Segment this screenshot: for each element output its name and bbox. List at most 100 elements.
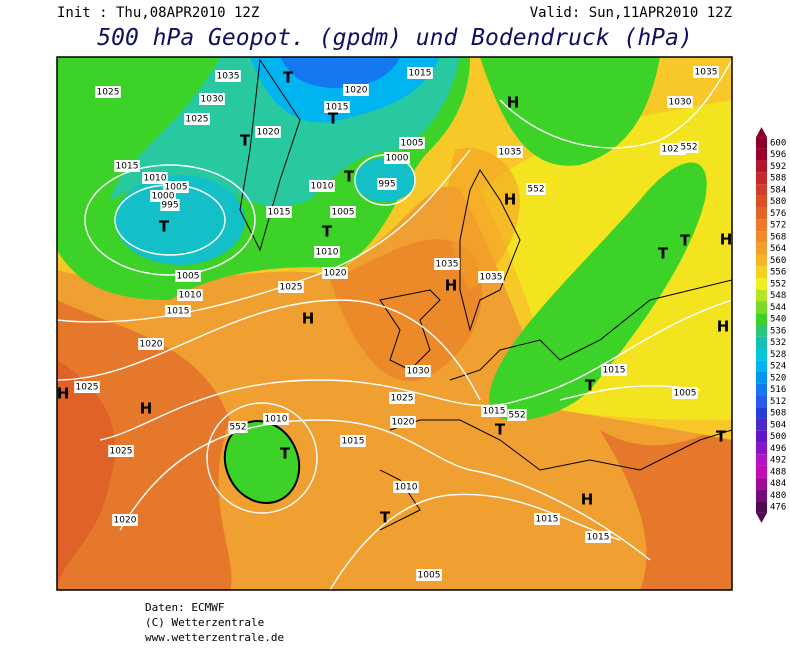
colorbar-label: 532: [770, 338, 786, 348]
label-box: [114, 160, 140, 172]
colorbar-label: 572: [770, 221, 786, 231]
isobar-label: 1025: [97, 88, 120, 98]
colorbar-label: 544: [770, 303, 786, 313]
isobar-label: 1035: [217, 72, 240, 82]
footer-line: (C) Wetterzentrale: [145, 616, 264, 629]
isobar-label: 1015: [342, 437, 365, 447]
label-box: [389, 392, 415, 404]
colorbar-label: 476: [770, 503, 786, 513]
pressure-center: T: [585, 377, 596, 395]
colorbar-label: 552: [770, 279, 786, 289]
colorbar-label: 500: [770, 432, 786, 442]
colorbar-swatch: [756, 418, 767, 431]
isobar-label: 1025: [662, 145, 685, 155]
pressure-center: T: [716, 428, 727, 446]
map: [57, 57, 732, 590]
isobar-label: 1020: [324, 269, 347, 279]
label-box: [165, 305, 191, 317]
colorbar-label: 600: [770, 139, 786, 149]
pressure-center: H: [140, 400, 153, 418]
colorbar-swatch: [756, 383, 767, 396]
footer-line: Daten: ECMWF: [145, 601, 224, 614]
colorbar-label: 596: [770, 150, 786, 160]
colorbar-label: 568: [770, 232, 786, 242]
label-box: [416, 569, 442, 581]
isobar-label: 1005: [401, 139, 424, 149]
isobar-label: 1025: [391, 394, 414, 404]
label-box: [177, 289, 203, 301]
label-box: [215, 70, 241, 82]
label-box: [266, 206, 292, 218]
isobar-label: 1015: [483, 407, 506, 417]
isobar-label: 1035: [499, 148, 522, 158]
label-box: [478, 271, 504, 283]
footer-line: www.wetterzentrale.de: [145, 631, 284, 644]
colorbar-label: 560: [770, 256, 786, 266]
label-box: [407, 67, 433, 79]
isobar-label: 1015: [326, 103, 349, 113]
colorbar: 6005965925885845805765725685645605565525…: [756, 127, 786, 523]
isobar-label: 995: [161, 201, 178, 211]
colorbar-swatch: [756, 278, 767, 290]
pressure-center: T: [380, 509, 391, 527]
colorbar-swatch: [756, 148, 767, 161]
colorbar-swatch: [756, 219, 767, 232]
colorbar-label: 488: [770, 467, 786, 477]
colorbar-swatch: [756, 454, 767, 466]
isobar-label: 1015: [587, 533, 610, 543]
isobar-label: 1010: [265, 415, 288, 425]
pressure-center: T: [280, 445, 291, 463]
isobar-label: 1000: [152, 192, 175, 202]
label-box: [679, 141, 699, 153]
isobar-label: 1025: [280, 283, 303, 293]
colorbar-label: 584: [770, 185, 786, 195]
colorbar-swatch: [756, 231, 767, 243]
colorbar-swatch: [756, 184, 767, 196]
isobar-label: 1010: [144, 174, 167, 184]
colorbar-swatch: [756, 501, 767, 513]
isobar-label: 1015: [536, 515, 559, 525]
label-box: [324, 101, 350, 113]
colorbar-label: 564: [770, 244, 786, 254]
colorbar-swatch: [756, 325, 767, 337]
label-box: [434, 258, 460, 270]
label-box: [160, 199, 180, 211]
pressure-center: T: [283, 69, 294, 87]
label-box: [309, 180, 335, 192]
isobar-label: 1005: [332, 208, 355, 218]
isobar-label: 1005: [418, 571, 441, 581]
colorbar-swatch: [756, 207, 767, 220]
colorbar-swatch: [756, 195, 767, 208]
colorbar-swatch: [756, 266, 767, 279]
isobar-label: 552: [527, 185, 544, 195]
colorbar-label: 484: [770, 479, 786, 489]
colorbar-label: 496: [770, 444, 786, 454]
pressure-center: T: [328, 110, 339, 128]
isobar-label: 552: [229, 423, 246, 433]
colorbar-label: 580: [770, 197, 786, 207]
label-box: [108, 445, 134, 457]
map-frame: [56, 56, 733, 591]
pressure-center: T: [495, 421, 506, 439]
isobar-label: 1005: [165, 183, 188, 193]
isobar-label: 1025: [186, 115, 209, 125]
isobar-label: 1035: [480, 273, 503, 283]
label-box: [601, 364, 627, 376]
isobar-label: 552: [680, 143, 697, 153]
colorbar-swatch: [756, 254, 767, 267]
colorbar-swatch: [756, 301, 767, 314]
colorbar-label: 512: [770, 397, 786, 407]
pressure-center: H: [504, 191, 517, 209]
pressure-center: T: [658, 245, 669, 263]
colorbar-swatch: [756, 360, 767, 372]
colorbar-tip: [756, 127, 767, 138]
label-box: [255, 126, 281, 138]
isobar-label: 1020: [114, 516, 137, 526]
isobar-label: 1015: [268, 208, 291, 218]
label-box: [322, 267, 348, 279]
colorbar-label: 540: [770, 315, 786, 325]
colorbar-swatch: [756, 336, 767, 349]
label-box: [184, 113, 210, 125]
isobar-label: 1025: [110, 447, 133, 457]
